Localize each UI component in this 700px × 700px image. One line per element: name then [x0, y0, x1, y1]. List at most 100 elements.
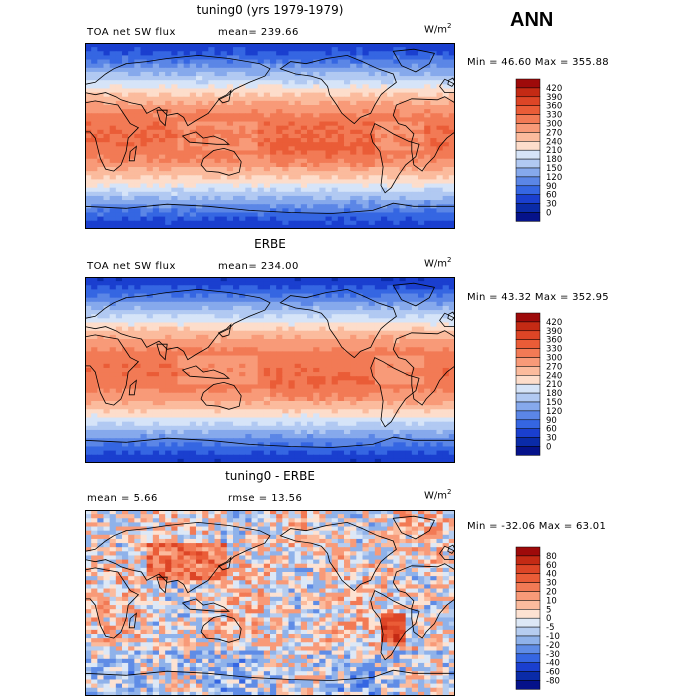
legend-level-label: 390	[546, 93, 562, 103]
legend-swatch	[515, 167, 541, 178]
legend-swatch	[515, 78, 541, 89]
coastline-layer	[85, 48, 455, 229]
legend-swatch	[515, 123, 541, 133]
legend-level-label: 0	[546, 614, 551, 624]
legend-level-label: 20	[546, 588, 557, 598]
legend-swatch	[515, 158, 541, 169]
contour-map	[85, 277, 455, 463]
legend-swatch	[515, 653, 541, 663]
legend-swatch	[515, 437, 541, 447]
panel-title: ERBE	[254, 237, 286, 251]
panel-mean: mean= 234.00	[218, 261, 299, 272]
legend-swatch	[515, 114, 541, 124]
legend-level-label: 150	[546, 398, 562, 408]
legend-level-label: 60	[546, 561, 557, 571]
units-text: W/m	[424, 490, 447, 502]
coastline-layer	[85, 282, 455, 463]
legend-swatch	[515, 609, 541, 619]
legend-swatch	[515, 546, 541, 557]
field-layer	[85, 510, 455, 696]
legend-swatch	[515, 357, 541, 367]
panel-units: W/m2	[424, 256, 451, 269]
coastline-layer	[85, 515, 455, 696]
season-label: ANN	[510, 9, 554, 31]
panel-title: tuning0 (yrs 1979-1979)	[196, 3, 344, 17]
field-layer	[85, 277, 455, 463]
legend-swatch	[515, 680, 541, 690]
legend-swatch	[515, 132, 541, 142]
legend-level-label: 5	[546, 605, 551, 615]
legend-swatch	[515, 410, 541, 421]
legend-level-label: 10	[546, 596, 557, 606]
legend-level-label: 0	[546, 209, 551, 219]
panel-variable: TOA net SW flux	[87, 27, 176, 38]
legend-level-label: 420	[546, 84, 562, 94]
units-exponent: 2	[447, 488, 452, 496]
legend-level-label: 420	[546, 318, 562, 328]
contour-map	[85, 43, 455, 229]
legend-level-label: 90	[546, 182, 557, 192]
legend-swatch	[515, 366, 541, 376]
panel-units: W/m2	[424, 488, 451, 501]
legend-level-label: 120	[546, 407, 562, 417]
legend-swatch	[515, 87, 541, 98]
panel-title: tuning0 - ERBE	[225, 469, 315, 483]
legend-swatch	[515, 671, 541, 681]
panel-variable: TOA net SW flux	[87, 261, 176, 272]
panel-units: W/m2	[424, 22, 451, 35]
map-frame	[85, 43, 455, 229]
legend-swatch	[515, 185, 541, 195]
legend-level-label: 300	[546, 120, 562, 130]
legend-swatch	[515, 375, 541, 385]
legend-level-label: 30	[546, 200, 557, 210]
legend-level-label: 120	[546, 173, 562, 183]
legend-swatch	[515, 582, 541, 592]
legend-swatch	[515, 212, 541, 222]
legend-swatch	[515, 348, 541, 358]
legend-swatch	[515, 330, 541, 340]
panel-rmse: rmse = 13.56	[228, 493, 303, 504]
legend-level-label: 150	[546, 164, 562, 174]
units-text: W/m	[424, 24, 447, 36]
panel-mean: mean= 239.66	[218, 27, 299, 38]
units-text: W/m	[424, 258, 447, 270]
legend-swatch	[515, 149, 541, 160]
legend-level-label: 240	[546, 371, 562, 381]
legend-level-label: 360	[546, 336, 562, 346]
min-max-stats: Min = -32.06 Max = 63.01	[467, 521, 607, 532]
legend-level-label: 240	[546, 137, 562, 147]
legend-swatch	[515, 428, 541, 438]
legend-swatch	[515, 446, 541, 456]
legend-swatch	[515, 635, 541, 646]
legend-level-label: 0	[546, 443, 551, 453]
legend-swatch	[515, 591, 541, 601]
units-exponent: 2	[447, 256, 452, 264]
legend-swatch	[515, 392, 541, 403]
legend-level-label: -5	[546, 623, 554, 633]
legend-swatch	[515, 194, 541, 204]
legend-swatch	[515, 401, 541, 412]
legend-swatch	[515, 105, 541, 115]
field-layer	[85, 43, 455, 229]
legend-level-label: 210	[546, 380, 562, 390]
legend-level-label: -10	[546, 632, 560, 642]
legend-swatch	[515, 600, 541, 610]
legend-level-label: 270	[546, 128, 562, 138]
legend-swatch	[515, 564, 541, 574]
legend-level-label: 30	[546, 579, 557, 589]
map-frame	[85, 510, 455, 696]
legend-level-label: 60	[546, 191, 557, 201]
legend-level-label: -40	[546, 659, 560, 669]
legend-level-label: 360	[546, 102, 562, 112]
legend-level-label: 330	[546, 345, 562, 355]
units-exponent: 2	[447, 22, 452, 30]
legend-swatch	[515, 176, 541, 187]
legend-swatch	[515, 96, 541, 106]
legend-level-label: -20	[546, 641, 560, 651]
min-max-stats: Min = 43.32 Max = 352.95	[467, 292, 609, 303]
legend-level-label: 270	[546, 362, 562, 372]
legend-level-label: 390	[546, 327, 562, 337]
legend-level-label: 90	[546, 416, 557, 426]
